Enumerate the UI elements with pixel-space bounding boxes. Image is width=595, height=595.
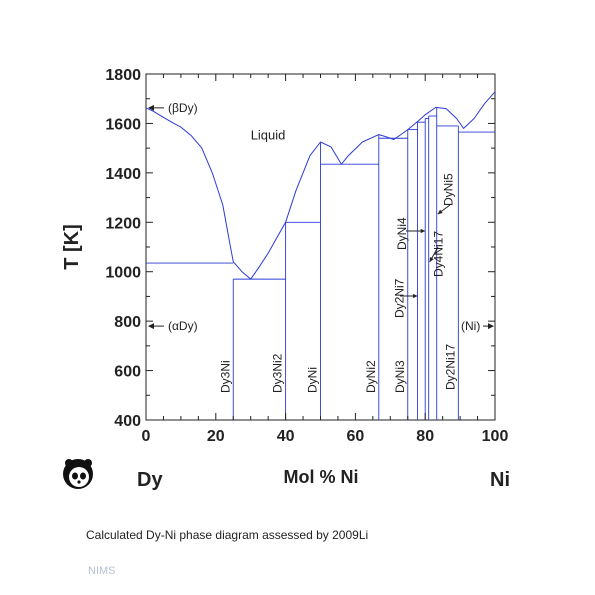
compound-label-dyni4: DyNi4 — [395, 217, 409, 250]
y-tick-label: 1400 — [105, 166, 141, 183]
phase-label: (αDy) — [168, 319, 198, 333]
compound-label-dy3ni: Dy3Ni — [218, 360, 232, 393]
element-label-right: Ni — [490, 469, 510, 491]
x-tick-label: 20 — [207, 428, 225, 445]
y-tick-label: 1800 — [105, 67, 141, 84]
leader-arrowhead — [437, 209, 443, 214]
compound-label-dy4ni17: Dy4Ni17 — [432, 231, 446, 277]
y-tick-label: 600 — [114, 364, 141, 381]
y-tick-label: 1200 — [105, 215, 141, 232]
y-tick-label: 800 — [114, 314, 141, 331]
leader-arrowhead — [429, 257, 434, 262]
compound-label-dy2ni7: Dy2Ni7 — [393, 278, 407, 318]
leader-arrowhead — [420, 228, 426, 234]
compound-label-dy2ni17: Dy2Ni17 — [443, 344, 457, 390]
x-tick-label: 100 — [482, 428, 509, 445]
panda-logo-icon — [63, 459, 93, 489]
phase-arrowhead — [148, 104, 154, 111]
compound-label-dyni: DyNi — [306, 367, 320, 393]
y-tick-label: 1600 — [105, 116, 141, 133]
phase-label: (βDy) — [168, 101, 198, 115]
compound-label-dyni5: DyNi5 — [442, 173, 456, 206]
y-axis-label: T [K] — [61, 224, 83, 270]
leader-arrowhead — [413, 293, 418, 299]
phase-arrowhead — [148, 323, 154, 330]
figure-caption: Calculated Dy-Ni phase diagram assessed … — [86, 528, 369, 542]
compound-label-dyni2: DyNi2 — [364, 360, 378, 393]
x-tick-label: 40 — [277, 428, 295, 445]
source-label: NIMS — [88, 565, 116, 577]
x-axis-label: Mol % Ni — [284, 467, 359, 487]
compound-label-dyni3: DyNi3 — [393, 360, 407, 393]
compound-label-dy3ni2: Dy3Ni2 — [271, 353, 285, 393]
y-tick-label: 400 — [114, 413, 141, 430]
element-label-left: Dy — [137, 469, 163, 491]
liquidus-line — [145, 91, 496, 280]
region-label-liquid: Liquid — [251, 127, 286, 142]
y-tick-label: 1000 — [105, 265, 141, 282]
phase-label: (Ni) — [461, 319, 480, 333]
phase-arrowhead — [488, 323, 494, 330]
x-tick-label: 80 — [416, 428, 434, 445]
x-tick-label: 60 — [347, 428, 365, 445]
x-tick-label: 0 — [142, 428, 151, 445]
